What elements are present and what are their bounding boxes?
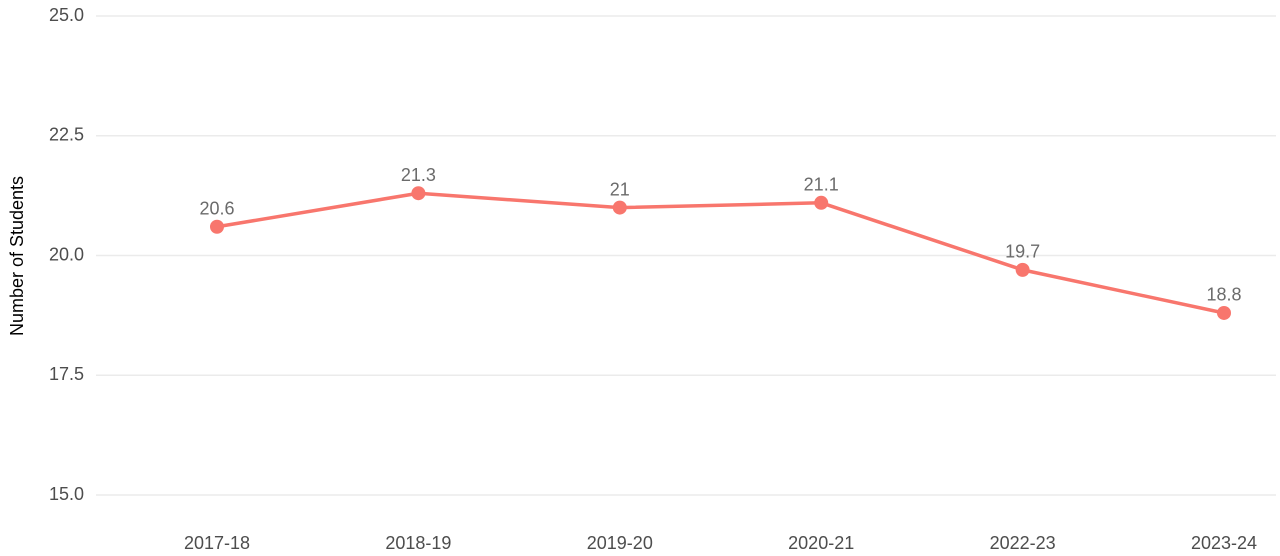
point — [210, 219, 224, 234]
data-label: 19.7 — [1005, 242, 1040, 262]
y-axis-label: Number of Students — [7, 176, 27, 336]
data-label: 18.8 — [1206, 285, 1241, 305]
y-tick-label: 22.5 — [49, 125, 84, 145]
point — [612, 200, 627, 215]
y-tick-label: 25.0 — [49, 5, 84, 25]
point — [411, 186, 426, 201]
x-tick-label: 2020-21 — [788, 533, 854, 553]
line — [216, 191, 1225, 315]
point — [1015, 262, 1030, 277]
x-tick-label: 2022-23 — [990, 533, 1056, 553]
point — [814, 195, 829, 210]
data-label: 21 — [610, 179, 630, 199]
data-label: 21.1 — [804, 175, 839, 195]
data-label: 21.3 — [401, 165, 436, 185]
x-tick-label: 2017-18 — [184, 533, 250, 553]
x-tick-label: 2018-19 — [385, 533, 451, 553]
y-tick-label: 20.0 — [49, 244, 84, 264]
x-tick-label: 2023-24 — [1191, 533, 1257, 553]
y-tick-label: 15.0 — [49, 484, 84, 504]
y-tick-label: 17.5 — [49, 364, 84, 384]
point — [1217, 305, 1231, 320]
x-tick-label: 2019-20 — [587, 533, 653, 553]
data-label: 20.6 — [199, 199, 234, 219]
